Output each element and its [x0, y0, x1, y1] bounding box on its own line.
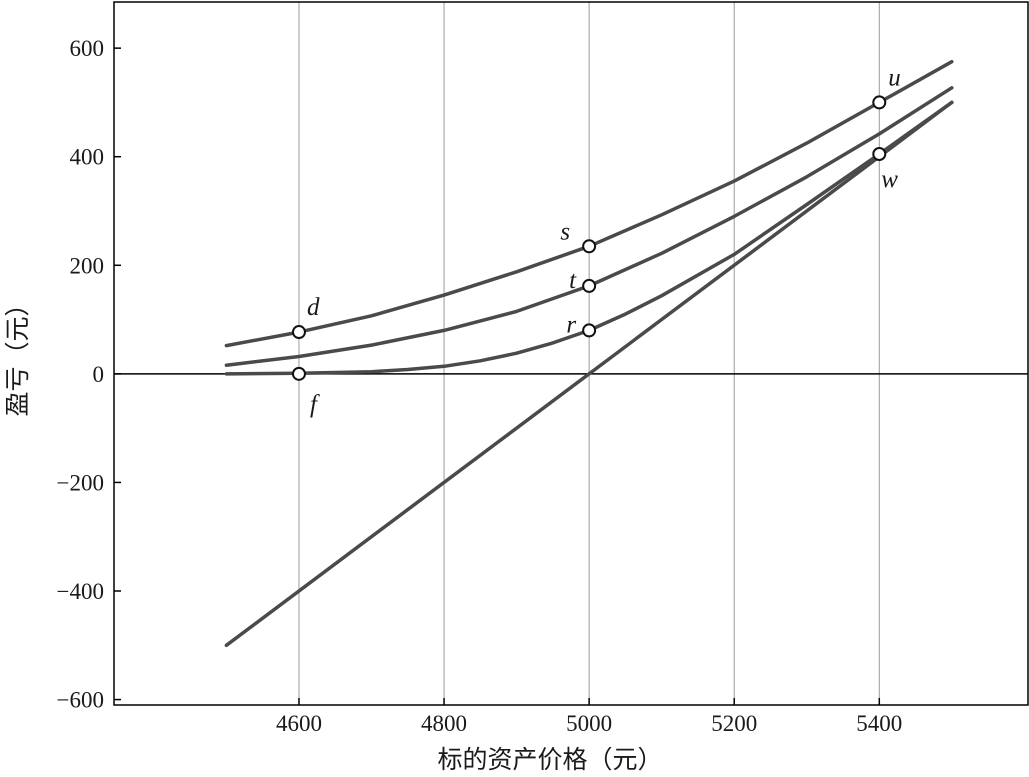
x-axis-title: 标的资产价格（元）: [437, 745, 662, 774]
point-u-marker: [872, 95, 887, 110]
plot-frame: [113, 1, 1029, 706]
y-axis-title: 盈亏（元）: [3, 291, 32, 416]
y-tick-label: 600: [70, 36, 105, 61]
y-tick-label: 0: [93, 362, 105, 387]
series-line: [224, 100, 954, 648]
point-f-label: f: [310, 391, 320, 418]
tick-layer: 4600 4800 5000 5200 5400 600 400 200 0 −200 −400 −6…: [57, 36, 903, 736]
point-u-label: u: [888, 64, 901, 91]
point-f-marker: [291, 366, 306, 381]
point-t-marker: [582, 278, 597, 293]
y-tick-label: −600: [57, 688, 104, 713]
y-tick-label: −200: [57, 470, 104, 495]
point-r-marker: [582, 323, 597, 338]
x-tick-label: 4800: [421, 711, 467, 736]
point-s-label: s: [560, 218, 570, 245]
point-t-label: t: [569, 267, 577, 294]
y-tick-label: −400: [57, 579, 104, 604]
x-tick-label: 4600: [276, 711, 322, 736]
point-s-marker: [582, 239, 597, 254]
point-d-marker: [291, 325, 306, 340]
x-tick-label: 5000: [566, 711, 612, 736]
x-tick-label: 5200: [711, 711, 757, 736]
series-line: [224, 100, 954, 376]
y-tick-label: 400: [70, 145, 105, 170]
point-d-label: d: [307, 294, 320, 321]
points-layer: d f str u w: [291, 64, 901, 418]
point-w-label: w: [881, 166, 898, 193]
x-tick-label: 5400: [856, 711, 902, 736]
point-r-label: r: [566, 311, 576, 338]
point-w-marker: [872, 147, 887, 161]
y-tick-label: 200: [70, 253, 105, 278]
